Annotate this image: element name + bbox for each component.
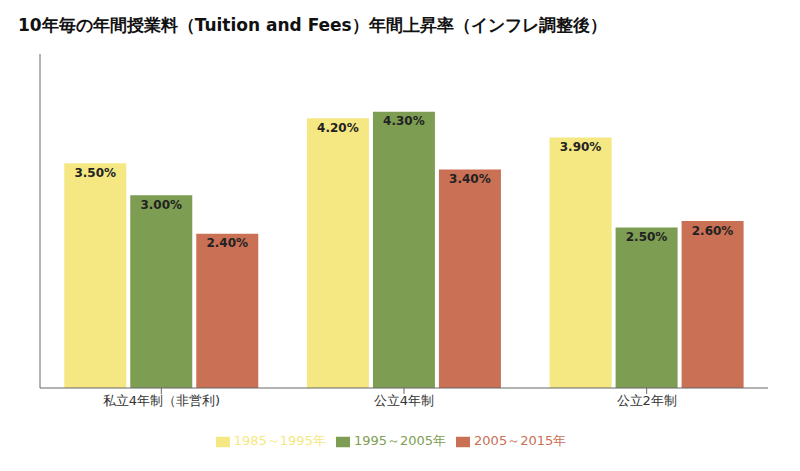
- html-text:10年毎の年間授業料（Tuition and Fees）年間: 10年毎の年間授業料（Tuition and Fees）年間上昇率（インフレ調整…: [18, 15, 607, 35]
- svg-text:2.50%: 2.50%: [626, 230, 668, 244]
- html-text:1985～1995年: 1985～1995年: [233, 433, 326, 448]
- html-text:2005～2015年: 2005～2015年: [474, 433, 567, 448]
- svg-text:3.00%: 3.00%: [140, 198, 182, 212]
- svg-text:3.50%: 3.50%: [74, 166, 116, 180]
- svg-text:2.60%: 2.60%: [692, 224, 734, 238]
- svg-text:3.40%: 3.40%: [449, 172, 491, 186]
- svg-text:公立2年制: 公立2年制: [617, 393, 677, 408]
- svg-text:2.40%: 2.40%: [206, 236, 248, 250]
- svg-text:3.90%: 3.90%: [560, 140, 602, 154]
- svg-text:4.20%: 4.20%: [317, 121, 359, 135]
- svg-text:私立4年制（非営利): 私立4年制（非営利): [103, 393, 220, 408]
- svg-text:公立4年制: 公立4年制: [374, 393, 434, 408]
- html-text:1995～2005年: 1995～2005年: [353, 433, 447, 448]
- svg-text:4.30%: 4.30%: [383, 114, 425, 128]
